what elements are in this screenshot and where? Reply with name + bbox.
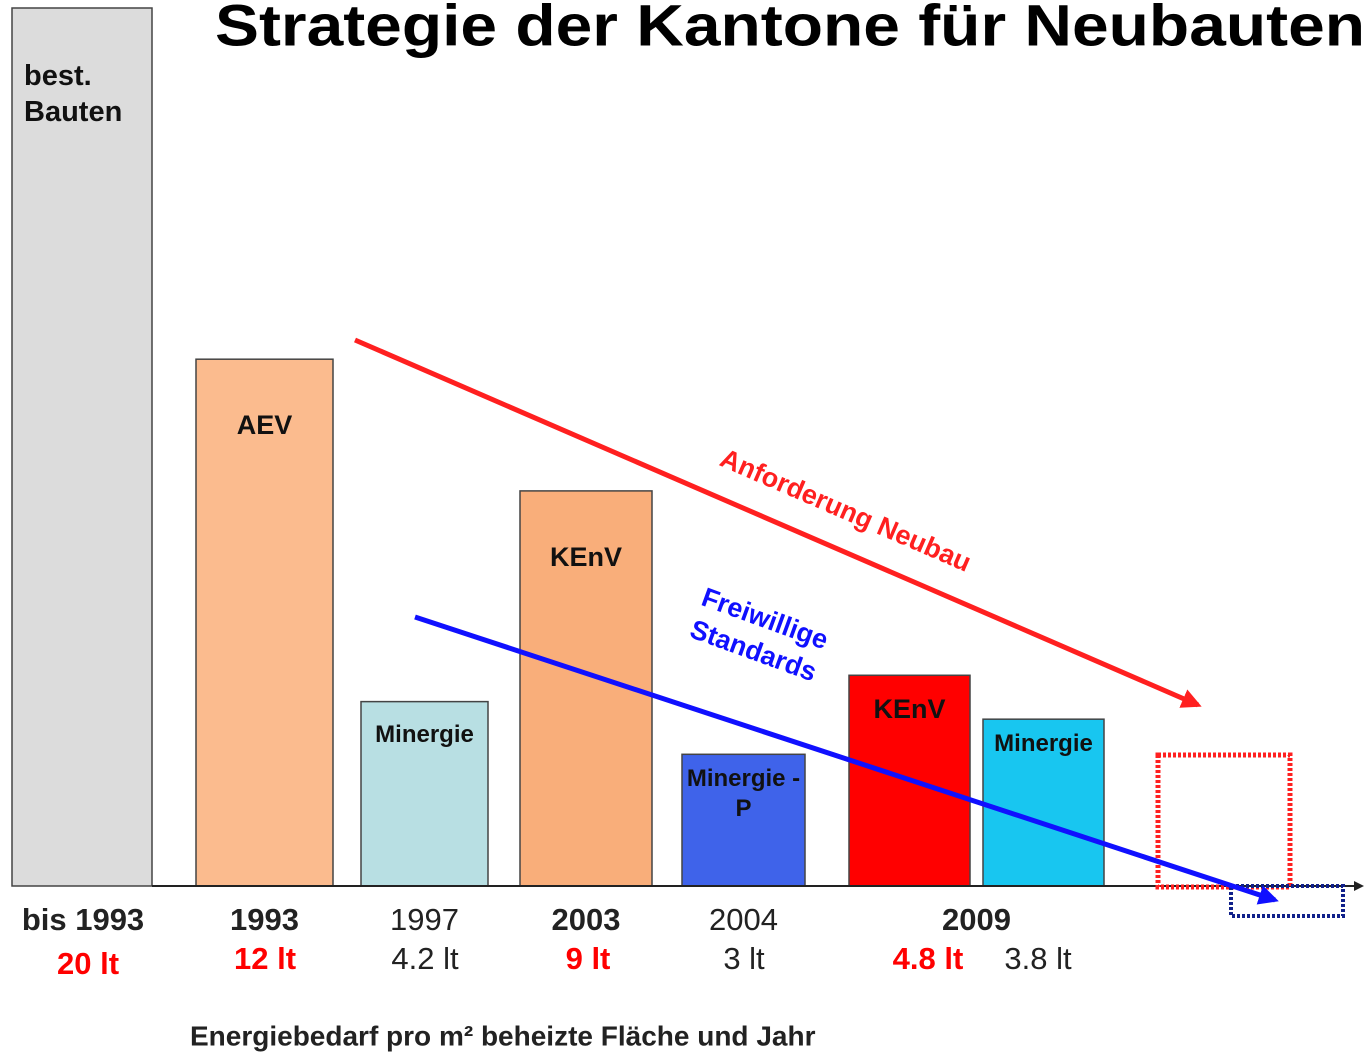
value-label: 20 lt [57, 946, 119, 981]
trend-arrow [414, 614, 1279, 905]
bar [360, 700, 489, 887]
bars: best. Bauten bis 1993 20 lt AEV 1993 12 lt Min… [11, 7, 1105, 981]
bar-label: KEnV [549, 541, 622, 572]
x-tick-label: 2009 [942, 902, 1011, 937]
value-label: 3.8 lt [1004, 941, 1072, 976]
future-box [1155, 752, 1293, 890]
x-tick-label: 2004 [709, 902, 778, 937]
bar [11, 7, 153, 887]
x-tick-label: 1997 [390, 902, 459, 937]
trend-arrow [354, 337, 1202, 708]
bar-label-box: KEnV [549, 541, 622, 572]
bar-label-box: KEnV [873, 694, 946, 725]
value-label: 12 lt [234, 941, 296, 976]
bar-label: Minergie [375, 720, 474, 748]
future-box [1229, 884, 1345, 918]
bar [681, 753, 806, 887]
value-label: 9 lt [566, 941, 611, 976]
value-label: 4.8 lt [893, 941, 964, 976]
value-label: 3 lt [723, 941, 765, 976]
bar-label-box: best. Bauten [24, 60, 123, 129]
bar-label-box: Minergie [375, 720, 474, 748]
bar [195, 358, 334, 887]
bar-label-box: AEV [236, 410, 293, 441]
bar-label: AEV [236, 410, 293, 441]
chart-title: Strategie der Kantone für Neubauten [215, 0, 1365, 58]
x-tick-label: 1993 [230, 902, 299, 937]
bar-label: Minergie [994, 730, 1093, 758]
bar-label-box: Minergie [994, 730, 1093, 758]
bar-label: Minergie - P [686, 765, 801, 823]
x-tick-label: 2003 [552, 902, 621, 937]
bar-label: best. Bauten [24, 60, 123, 129]
bar-label: KEnV [873, 694, 946, 725]
value-label: 4.2 lt [391, 941, 459, 976]
annotation: Anforderung Neubau [716, 443, 976, 578]
annotation: Freiwillige Standards [686, 581, 833, 688]
annotation-box: Freiwillige Standards [686, 581, 833, 688]
x-axis-label: Energiebedarf pro m² beheizte Fläche und… [190, 1020, 816, 1051]
bar-label-box: Minergie - P [686, 765, 801, 823]
x-tick-label: bis 1993 [22, 902, 144, 937]
